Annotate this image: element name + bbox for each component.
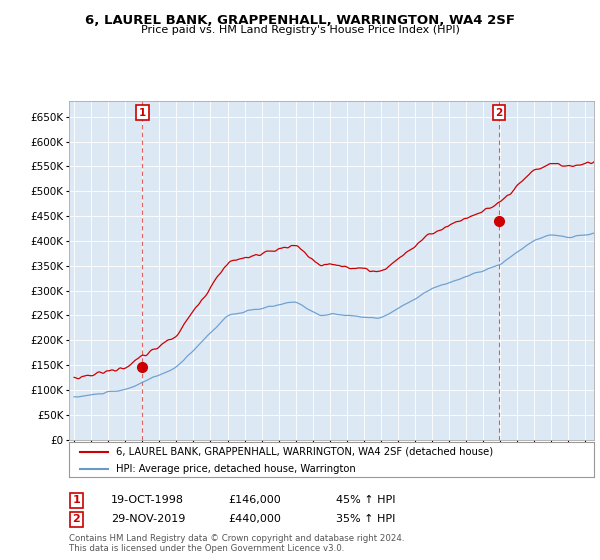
Text: 29-NOV-2019: 29-NOV-2019	[111, 514, 185, 524]
Text: 2: 2	[73, 514, 80, 524]
Text: 35% ↑ HPI: 35% ↑ HPI	[336, 514, 395, 524]
Text: 1: 1	[73, 495, 80, 505]
Text: £440,000: £440,000	[228, 514, 281, 524]
Text: Price paid vs. HM Land Registry's House Price Index (HPI): Price paid vs. HM Land Registry's House …	[140, 25, 460, 35]
Text: 19-OCT-1998: 19-OCT-1998	[111, 495, 184, 505]
Text: 1: 1	[139, 108, 146, 118]
Text: 6, LAUREL BANK, GRAPPENHALL, WARRINGTON, WA4 2SF (detached house): 6, LAUREL BANK, GRAPPENHALL, WARRINGTON,…	[116, 447, 493, 457]
Text: 45% ↑ HPI: 45% ↑ HPI	[336, 495, 395, 505]
Text: Contains HM Land Registry data © Crown copyright and database right 2024.
This d: Contains HM Land Registry data © Crown c…	[69, 534, 404, 553]
Text: 2: 2	[495, 108, 503, 118]
Text: HPI: Average price, detached house, Warrington: HPI: Average price, detached house, Warr…	[116, 464, 356, 474]
Text: 6, LAUREL BANK, GRAPPENHALL, WARRINGTON, WA4 2SF: 6, LAUREL BANK, GRAPPENHALL, WARRINGTON,…	[85, 14, 515, 27]
Text: £146,000: £146,000	[228, 495, 281, 505]
